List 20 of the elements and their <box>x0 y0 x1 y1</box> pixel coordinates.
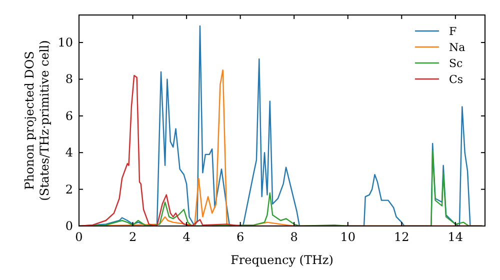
y-tick-label: 10 <box>58 36 73 50</box>
y-tick-label: 6 <box>65 108 73 123</box>
y-tick-label: 0 <box>65 219 73 233</box>
legend-label: Sc <box>449 57 463 70</box>
y-axis-title: Phonon projected DOS (States/THz·primitive cell) <box>22 40 52 201</box>
x-tick-label: 0 <box>75 230 83 244</box>
legend-label: Cs <box>449 73 464 86</box>
legend-label: F <box>449 25 457 38</box>
x-tick-label: 14 <box>448 230 464 244</box>
y-tick-label: 2 <box>65 182 73 196</box>
x-tick-label: 10 <box>340 230 356 244</box>
x-axis-title: Frequency (THz) <box>230 253 334 267</box>
x-tick-label: 6 <box>236 230 244 244</box>
x-tick-label: 12 <box>394 230 410 244</box>
y-tick-label: 4 <box>65 146 74 160</box>
x-tick-label: 8 <box>290 230 298 244</box>
legend-label: Na <box>449 41 466 54</box>
x-tick-label: 2 <box>128 230 137 244</box>
y-tick-label: 8 <box>65 72 73 86</box>
x-tick-label: 4 <box>182 230 191 244</box>
